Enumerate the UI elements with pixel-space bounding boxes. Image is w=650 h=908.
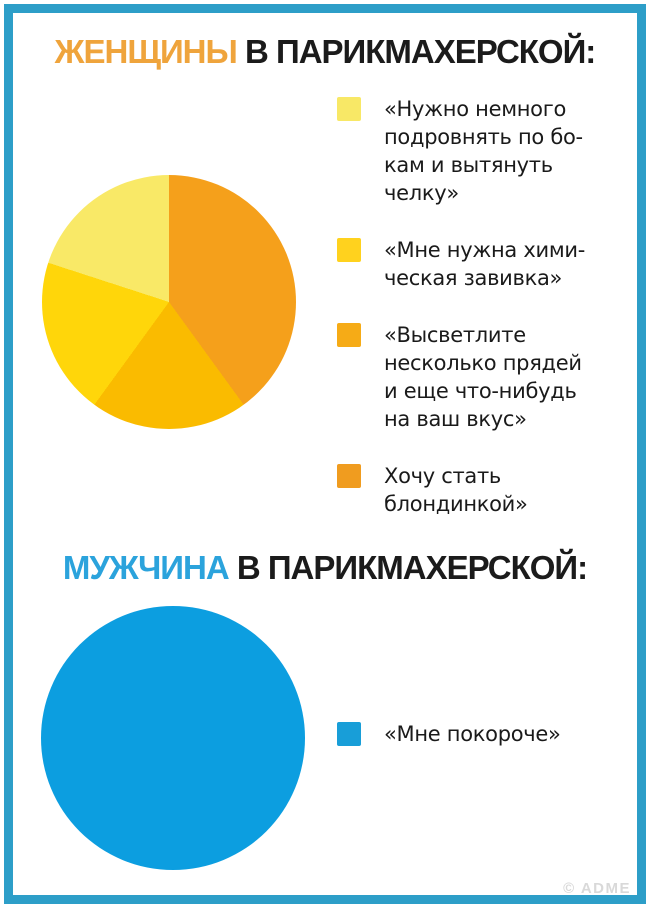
legend-swatch-light-yellow <box>337 97 361 121</box>
legend-label: «Нужно немного подровнять по бо- кам и в… <box>384 97 583 205</box>
legend-item: «Мне покороче» <box>337 720 622 748</box>
women-pie-chart <box>42 175 296 429</box>
women-title-highlight: ЖЕНЩИНЫ <box>54 33 238 70</box>
men-pie-chart <box>41 606 305 870</box>
legend-item: «Высветлите несколько прядей и еще что-н… <box>337 321 622 433</box>
legend-swatch-yellow <box>337 238 361 262</box>
men-legend: «Мне покороче» <box>337 720 622 748</box>
women-section-title: ЖЕНЩИНЫ В ПАРИКМАХЕРСКОЙ: <box>0 33 650 71</box>
legend-item: «Нужно немного подровнять по бо- кам и в… <box>337 95 622 207</box>
legend-swatch-orange <box>337 464 361 488</box>
legend-item: Хочу стать блондинкой» <box>337 462 622 518</box>
adme-watermark: © ADME <box>563 880 631 897</box>
legend-swatch-amber <box>337 323 361 347</box>
legend-label: «Высветлите несколько прядей и еще что-н… <box>384 323 582 431</box>
men-section-title: МУЖЧИНА В ПАРИКМАХЕРСКОЙ: <box>0 549 650 587</box>
legend-swatch-blue <box>337 722 361 746</box>
women-legend: «Нужно немного подровнять по бо- кам и в… <box>337 95 622 518</box>
men-title-highlight: МУЖЧИНА <box>62 549 230 586</box>
women-title-rest: В ПАРИКМАХЕРСКОЙ: <box>236 33 596 70</box>
legend-label: «Мне покороче» <box>384 722 561 746</box>
legend-item: «Мне нужна хими- ческая завивка» <box>337 236 622 292</box>
legend-label: «Мне нужна хими- ческая завивка» <box>384 238 585 290</box>
legend-label: Хочу стать блондинкой» <box>384 464 528 516</box>
men-title-rest: В ПАРИКМАХЕРСКОЙ: <box>228 549 588 586</box>
